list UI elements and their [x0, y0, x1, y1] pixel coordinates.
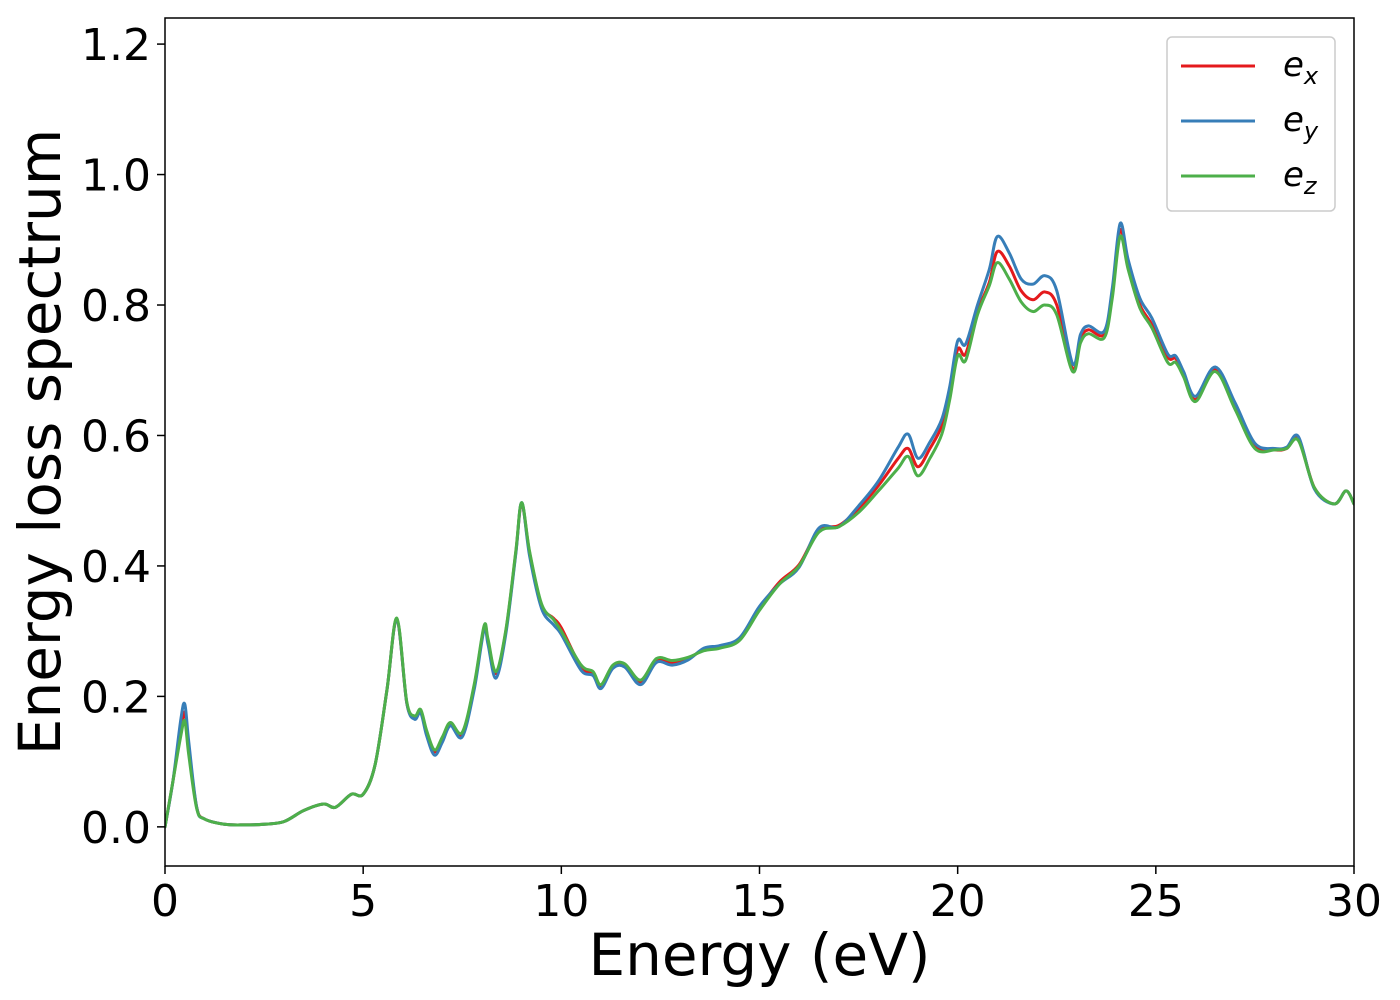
- x-tick-label: 0: [151, 876, 179, 927]
- series-line-ey: [165, 221, 1354, 829]
- y-tick-label: 1.2: [81, 20, 151, 71]
- y-tick-label: 0.2: [81, 672, 151, 723]
- y-axis: 0.0 0.2 0.4 0.6 0.8 1.0 1.2: [81, 20, 165, 854]
- legend: ex ey ez: [1166, 36, 1336, 212]
- legend-label-ey: ey: [1283, 100, 1319, 145]
- series-line-ex: [165, 228, 1354, 829]
- y-tick-label: 0.4: [81, 542, 151, 593]
- series-line-ez: [165, 234, 1354, 829]
- x-tick-label: 10: [533, 876, 589, 927]
- x-axis-label: Energy (eV): [588, 921, 930, 989]
- series-layer: [165, 221, 1354, 829]
- x-tick-label: 15: [732, 876, 788, 927]
- legend-label-ez: ez: [1283, 155, 1318, 200]
- legend-box: [1166, 36, 1336, 212]
- x-tick-label: 20: [930, 876, 986, 927]
- x-axis: 0 5 10 15 20 25 30: [151, 866, 1382, 927]
- y-axis-label: Energy loss spectrum: [6, 129, 74, 755]
- y-tick-label: 1.0: [81, 151, 151, 202]
- legend-label-ex: ex: [1283, 45, 1319, 90]
- y-tick-label: 0.6: [81, 411, 151, 462]
- y-tick-label: 0.8: [81, 281, 151, 332]
- x-tick-label: 25: [1128, 876, 1184, 927]
- x-tick-label: 30: [1326, 876, 1382, 927]
- x-tick-label: 5: [349, 876, 377, 927]
- y-tick-label: 0.0: [81, 803, 151, 854]
